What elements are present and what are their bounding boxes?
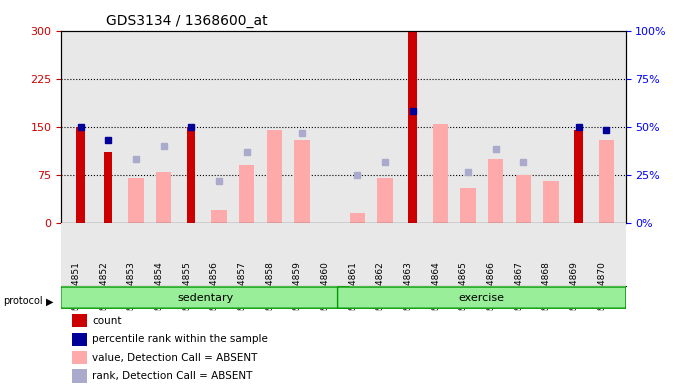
Bar (488, 159, 503, 223)
Bar (104, 152, 112, 223)
Bar (73, 351, 86, 364)
Bar (267, 130, 282, 223)
Bar (409, 31, 417, 223)
Bar (432, 124, 448, 223)
Bar (575, 130, 583, 223)
Text: percentile rank within the sample: percentile rank within the sample (92, 334, 268, 344)
Bar (239, 165, 254, 223)
Bar (294, 139, 309, 223)
Text: rank, Detection Call = ABSENT: rank, Detection Call = ABSENT (92, 371, 252, 381)
Bar (73, 314, 86, 327)
Text: protocol: protocol (3, 296, 43, 306)
Text: ▶: ▶ (46, 296, 53, 306)
Bar (187, 127, 195, 223)
Bar (211, 210, 226, 223)
Bar (598, 139, 614, 223)
FancyBboxPatch shape (337, 287, 626, 308)
Bar (377, 178, 392, 223)
Text: exercise: exercise (459, 293, 505, 303)
Text: count: count (92, 316, 122, 326)
Text: value, Detection Call = ABSENT: value, Detection Call = ABSENT (92, 353, 258, 363)
Text: sedentary: sedentary (177, 293, 233, 303)
Bar (129, 178, 143, 223)
Bar (350, 213, 365, 223)
Bar (156, 172, 171, 223)
Bar (515, 175, 531, 223)
Bar (543, 181, 558, 223)
Bar (73, 333, 86, 346)
Text: GDS3134 / 1368600_at: GDS3134 / 1368600_at (106, 14, 268, 28)
Bar (76, 127, 85, 223)
Bar (73, 369, 86, 382)
Bar (460, 187, 475, 223)
FancyBboxPatch shape (61, 287, 350, 308)
